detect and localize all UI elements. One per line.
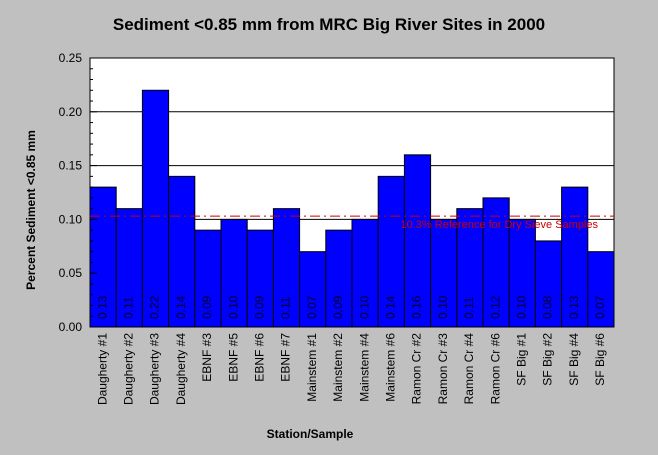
bar-value-label: 0.09 — [252, 295, 266, 319]
x-axis: Daugherty #1 Daugherty #2 Daugherty #3 Daug… — [95, 333, 607, 405]
bar — [377, 175, 405, 328]
bar — [403, 154, 432, 328]
x-tick-label: Daugherty #2 — [121, 333, 135, 405]
x-tick-label: EBNF #3 — [200, 333, 214, 382]
bar-value-label: 0.08 — [541, 295, 555, 319]
bar — [351, 218, 379, 328]
bar-value-labels: 0.13 0.11 0.22 0.14 0.09 0.10 0.09 0.11 0.07 0.09… — [95, 295, 607, 319]
x-tick-label: EBNF #5 — [226, 333, 240, 382]
y-tick-label: 0.05 — [59, 266, 83, 280]
reference-label: 10.3% Reference for Dry Sieve Samples — [401, 219, 599, 231]
y-tick-label: 0.15 — [59, 159, 83, 173]
bar-value-label: 0.13 — [567, 295, 581, 319]
x-tick-label: Daugherty #4 — [174, 333, 188, 405]
bar-value-label: 0.09 — [200, 295, 214, 319]
x-tick-label: Daugherty #1 — [95, 333, 109, 405]
bar-value-label: 0.07 — [305, 295, 319, 319]
bar — [299, 251, 327, 328]
bar — [194, 229, 222, 328]
x-tick-label: Daugherty #3 — [148, 333, 162, 405]
reference-line-group: 10.3% Reference for Dry Sieve Samples — [90, 215, 614, 231]
y-axis-label: Percent Sediment <0.85 mm — [24, 130, 38, 290]
bar — [561, 186, 589, 328]
x-tick-label: SF Big #4 — [567, 333, 581, 386]
bar-value-label: 0.10 — [226, 295, 240, 319]
bar-value-label: 0.07 — [593, 295, 607, 319]
bar — [141, 89, 170, 328]
bar — [534, 240, 563, 328]
x-tick-label: EBNF #6 — [252, 333, 266, 382]
bar-value-label: 0.22 — [148, 295, 162, 319]
bar-value-label: 0.11 — [121, 296, 135, 319]
bar-value-label: 0.11 — [279, 296, 293, 319]
bar-value-label: 0.14 — [174, 295, 188, 319]
bar — [587, 251, 615, 328]
x-tick-label: Mainstem #2 — [331, 333, 345, 402]
bar-value-label: 0.14 — [383, 295, 397, 319]
bar — [325, 229, 353, 328]
bar-value-label: 0.10 — [436, 295, 450, 319]
x-tick-label: Ramon Cr #4 — [462, 333, 476, 405]
y-tick-label: 0.20 — [59, 105, 83, 119]
x-axis-label: Station/Sample — [267, 427, 354, 441]
bar-value-label: 0.13 — [95, 295, 109, 319]
bar-value-label: 0.10 — [357, 295, 371, 319]
x-tick-label: Ramon Cr #2 — [410, 333, 424, 405]
x-tick-label: SF Big #2 — [541, 333, 555, 386]
bar-value-label: 0.10 — [514, 295, 528, 319]
bar-value-label: 0.12 — [488, 295, 502, 319]
x-tick-label: EBNF #7 — [279, 333, 293, 382]
bar-value-label: 0.16 — [410, 295, 424, 319]
y-tick-label: 0.00 — [59, 320, 83, 334]
x-tick-label: Mainstem #1 — [305, 333, 319, 402]
bar-value-label: 0.11 — [462, 296, 476, 319]
bar — [508, 218, 536, 328]
x-tick-label: SF Big #6 — [593, 333, 607, 386]
x-tick-label: Ramon Cr #3 — [436, 333, 450, 405]
bar — [272, 208, 301, 328]
bar-value-label: 0.09 — [331, 295, 345, 319]
x-tick-label: Mainstem #6 — [383, 333, 397, 402]
bar — [115, 208, 143, 328]
y-tick-label: 0.25 — [59, 51, 83, 65]
bars — [89, 89, 615, 328]
chart-title: Sediment <0.85 mm from MRC Big River Sit… — [113, 15, 545, 34]
bar — [89, 186, 117, 328]
x-tick-label: Ramon Cr #6 — [488, 333, 502, 405]
x-tick-label: SF Big #1 — [514, 333, 528, 386]
y-tick-label: 0.10 — [59, 212, 83, 226]
y-axis: 0.00 0.05 0.10 0.15 0.20 0.25 — [59, 51, 97, 334]
x-tick-label: Mainstem #4 — [357, 333, 371, 402]
